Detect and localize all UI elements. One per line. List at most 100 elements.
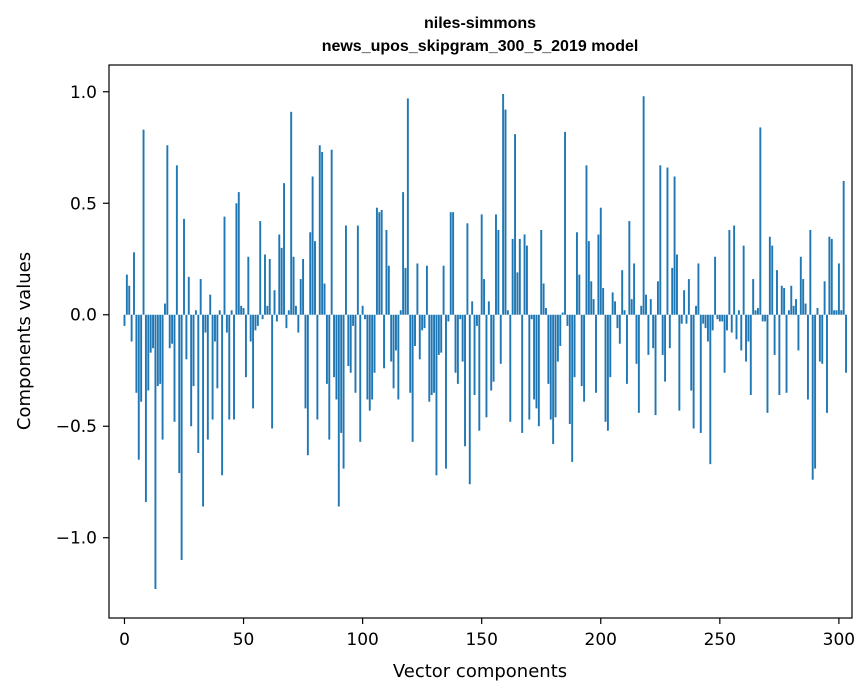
bar [749,314,752,396]
bar [528,314,531,420]
bar [549,314,552,420]
bar [773,314,776,355]
bar [221,314,224,476]
bar [442,265,445,315]
bar [397,314,400,400]
bar [244,314,247,378]
bar [133,252,135,315]
bar [623,310,626,315]
bar [418,314,421,360]
x-tick-label: 50 [233,630,255,650]
bar [490,314,493,391]
bar [378,212,381,315]
bar [328,314,331,440]
bar [314,241,316,315]
bar [599,207,602,315]
bar [125,274,128,315]
bar [209,294,212,315]
bar [192,314,195,387]
bar [354,314,357,393]
bar [728,230,731,315]
bar [304,314,307,409]
bar [487,301,490,315]
bar [161,314,164,440]
bar [511,238,514,315]
bar [249,314,252,342]
bar [571,314,574,462]
bar [252,314,255,409]
bar [333,314,335,378]
bar [673,176,676,315]
bar [247,256,250,315]
bar [806,314,809,400]
bar [166,145,169,315]
bar [380,209,383,315]
bar [395,314,397,351]
bar [206,314,209,440]
bar [780,285,783,315]
bar [592,299,595,315]
bar [292,256,295,315]
bar [342,314,345,469]
bar [233,314,235,420]
x-tick-label: 100 [346,630,378,650]
bar [768,236,771,315]
bar [564,131,566,315]
bar [337,314,340,507]
bar [809,230,812,315]
bar [814,314,817,469]
bar [318,145,321,315]
bar [447,314,450,322]
bar [414,314,416,346]
bar [466,223,469,315]
bar [573,314,576,378]
bar [664,314,667,382]
bar [356,225,359,315]
bar [637,314,640,413]
bar [387,265,390,315]
bar [523,234,526,315]
bar [452,212,455,315]
bar [723,314,726,373]
bar [764,314,767,322]
bar [559,314,562,346]
bar [792,305,795,315]
bar [478,314,481,431]
bar [733,225,736,315]
bar [683,290,686,315]
bar [778,314,781,396]
bar [671,267,674,315]
bar [349,314,352,373]
bar [545,308,547,315]
bar [761,314,764,322]
bar [433,314,436,393]
bar [702,314,705,324]
bar [266,305,269,315]
bar [464,314,466,447]
bar [695,305,697,315]
bar [311,176,314,315]
bar [142,129,145,315]
x-tick-label: 250 [704,630,736,650]
bar [842,180,845,315]
bar [285,314,288,329]
y-tick-label: 1.0 [70,83,97,103]
bar [147,314,150,391]
bar [506,310,509,315]
bar [585,165,588,315]
bar [640,305,643,315]
bar [554,314,557,418]
bar [135,314,138,393]
bar [635,314,638,364]
bar [561,312,564,315]
bar [368,314,371,411]
bar [716,314,719,320]
bar [375,207,378,315]
bar [204,314,207,333]
bar [785,314,788,393]
bar [240,305,243,315]
bar [497,230,500,315]
bar [826,314,828,413]
bar [676,254,678,315]
